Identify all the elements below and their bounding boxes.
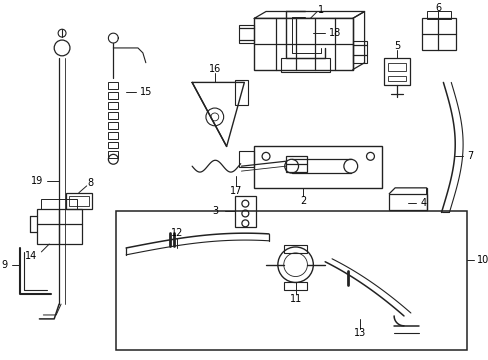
Bar [285, 156, 307, 172]
Text: 4: 4 [420, 198, 426, 208]
Bar [108, 141, 118, 148]
Text: 9: 9 [2, 260, 8, 270]
Bar [108, 152, 118, 158]
Bar [388, 194, 426, 210]
Bar [254, 147, 382, 188]
Text: 6: 6 [434, 3, 441, 13]
Bar [108, 122, 118, 129]
Text: 13: 13 [353, 328, 365, 338]
Text: 2: 2 [300, 196, 306, 206]
Bar [280, 58, 329, 72]
Bar [283, 283, 307, 290]
Bar [38, 208, 81, 244]
Text: 11: 11 [289, 294, 301, 304]
Bar [254, 18, 352, 69]
Text: 17: 17 [230, 186, 242, 196]
Bar [234, 80, 248, 105]
Text: 12: 12 [171, 228, 183, 238]
Bar [283, 245, 307, 253]
Bar [234, 196, 256, 227]
Bar [41, 199, 77, 208]
Bar [69, 196, 88, 206]
Text: 16: 16 [208, 64, 221, 74]
Text: 3: 3 [212, 206, 218, 216]
Bar [66, 193, 91, 208]
Bar [387, 63, 405, 71]
Text: 19: 19 [31, 176, 43, 186]
Bar [108, 92, 118, 99]
Text: 5: 5 [393, 41, 399, 51]
Text: 1: 1 [318, 5, 324, 14]
Bar [421, 18, 455, 50]
Bar [108, 82, 118, 89]
Bar [239, 152, 254, 167]
Bar [384, 58, 409, 85]
Bar [352, 41, 366, 63]
Text: 15: 15 [140, 87, 152, 97]
Bar [239, 25, 254, 43]
Bar [108, 102, 118, 109]
Bar [108, 132, 118, 139]
Text: 7: 7 [466, 151, 472, 161]
Bar [116, 211, 466, 350]
Text: 14: 14 [25, 251, 38, 261]
Bar [108, 112, 118, 119]
Text: 18: 18 [328, 28, 341, 38]
Text: 10: 10 [476, 255, 488, 265]
Text: 8: 8 [87, 178, 94, 188]
Bar [387, 76, 405, 81]
Bar [426, 12, 450, 19]
